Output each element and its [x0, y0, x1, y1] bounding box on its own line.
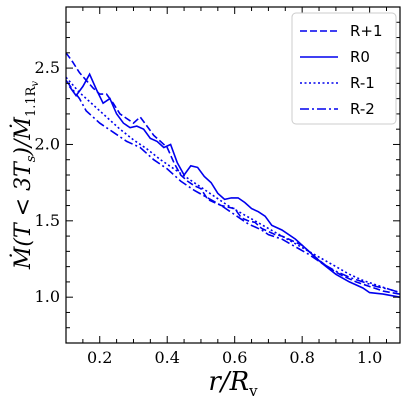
legend-label-0: R+1: [350, 22, 383, 40]
series-layer: [65, 52, 401, 298]
x-tick-label: 0.2: [87, 348, 112, 367]
y-tick-label: 2.5: [35, 58, 60, 77]
x-tick-label: 0.4: [154, 348, 179, 367]
x-tick-label: 1.0: [357, 348, 382, 367]
series-line-2: [65, 76, 401, 294]
x-tick-label: 0.8: [289, 348, 314, 367]
series-line-3: [65, 79, 401, 294]
series-line-1: [68, 72, 401, 298]
legend-label-1: R0: [350, 48, 370, 66]
legend-box: [291, 12, 397, 125]
legend-label-3: R-2: [350, 100, 375, 118]
ticks-layer: 0.2 0.4 0.6 0.8 1.0 1.0 1.5 2.0 2.5: [35, 7, 400, 367]
y-tick-label: 1.5: [35, 211, 60, 230]
legend: R+1 R0 R-1 R-2: [291, 12, 397, 125]
y-tick-label: 2.0: [35, 134, 60, 153]
y-axis-label: Ṁ(T < 3Ts)/Ṁ1.1Rv: [9, 81, 41, 271]
y-tick-label: 1.0: [35, 287, 60, 306]
legend-label-2: R-1: [350, 74, 375, 92]
x-axis-label: r/Rv: [208, 367, 258, 400]
x-tick-label: 0.6: [222, 348, 247, 367]
